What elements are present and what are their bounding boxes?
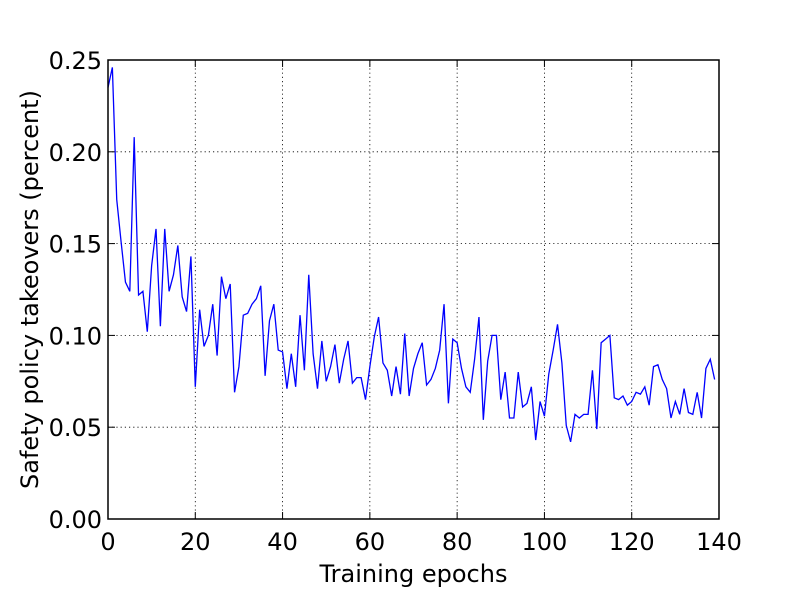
y-tick-label: 0.20 [49, 139, 102, 167]
x-axis-label: Training epochs [319, 560, 508, 588]
x-tick-label: 120 [609, 528, 655, 556]
y-tick-label: 0.05 [49, 414, 102, 442]
series-line [107, 67, 716, 443]
y-tick-label: 0.00 [49, 506, 102, 534]
x-tick-label: 140 [696, 528, 742, 556]
grid [108, 60, 719, 519]
tick-labels: 0 20 40 60 80 100 120 140 0.00 0.05 0.10 0.15 0.20 0.… [49, 47, 742, 556]
y-axis-label: Safety policy takeovers (percent) [16, 90, 44, 489]
x-tick-label: 100 [522, 528, 568, 556]
y-tick-label: 0.10 [49, 322, 102, 350]
y-tick-label: 0.15 [49, 231, 102, 259]
x-tick-label: 60 [355, 528, 386, 556]
x-tick-label: 40 [267, 528, 298, 556]
x-tick-label: 20 [180, 528, 211, 556]
x-tick-label: 0 [100, 528, 115, 556]
plot-frame [107, 59, 720, 520]
x-tick-label: 80 [442, 528, 473, 556]
y-tick-label: 0.25 [49, 47, 102, 75]
ticks [107, 59, 720, 520]
